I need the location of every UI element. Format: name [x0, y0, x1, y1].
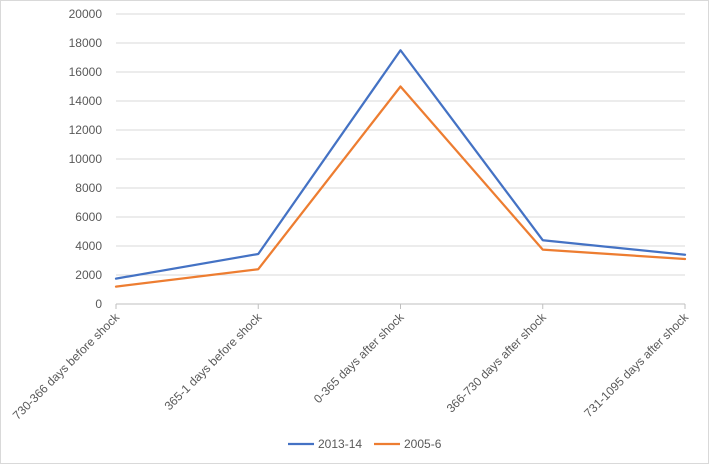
y-tick-label: 20000	[69, 7, 103, 21]
y-tick-label: 16000	[69, 65, 103, 79]
series-line-1	[114, 85, 687, 288]
x-tick-label: 365-1 days before shock	[162, 310, 266, 414]
y-tick-label: 4000	[75, 239, 102, 253]
series-lines	[114, 49, 687, 288]
y-tick-label: 14000	[69, 94, 103, 108]
legend-label: 2013-14	[318, 437, 362, 451]
y-tick-label: 12000	[69, 123, 103, 137]
legend-label: 2005-6	[404, 437, 442, 451]
y-tick-label: 10000	[69, 152, 103, 166]
x-tick-label: 730-366 days before shock	[10, 310, 123, 423]
x-axis: 730-366 days before shock 365-1 days befo…	[10, 303, 692, 423]
legend: 2013-14 2005-6	[288, 437, 442, 451]
x-tick-label: 366-730 days after shock	[444, 310, 550, 416]
y-axis: 0 2000 4000 6000 8000 10000 12000 14000 16000 180…	[69, 7, 103, 311]
y-tick-label: 18000	[69, 36, 103, 50]
gridlines	[116, 13, 685, 276]
y-tick-label: 0	[95, 297, 102, 311]
series-line-0	[114, 49, 687, 280]
y-tick-label: 6000	[75, 210, 102, 224]
x-tick-label: 0-365 days after shock	[311, 310, 407, 406]
y-tick-label: 2000	[75, 268, 102, 282]
x-tick-label: 731-1095 days after shock	[581, 310, 692, 421]
y-tick-label: 8000	[75, 181, 102, 195]
